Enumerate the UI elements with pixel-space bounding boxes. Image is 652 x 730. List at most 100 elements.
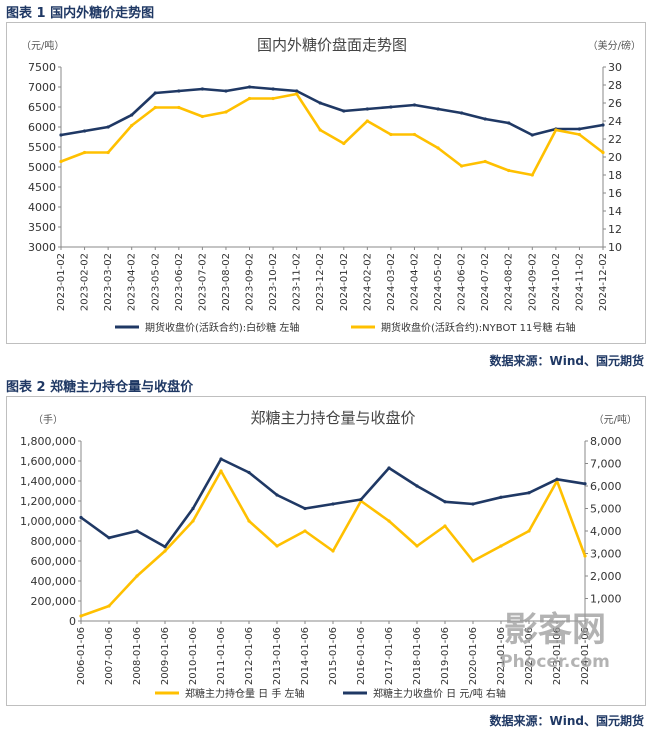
series-1-point	[224, 89, 228, 93]
y-right-tick-label: 28	[608, 79, 622, 92]
y-right-tick-label: 24	[608, 115, 622, 128]
chart-title: 郑糖主力持仓量与收盘价	[250, 409, 415, 427]
x-tick-label: 2006-01-06	[76, 627, 87, 685]
y-right-unit: （元/吨）	[594, 413, 637, 426]
x-tick-label: 2024-05-02	[433, 253, 444, 311]
series-2-point	[295, 92, 299, 96]
x-tick-label: 2024-01-02	[339, 253, 350, 311]
x-tick-label: 2023-08-02	[221, 253, 232, 311]
x-tick-label: 2022-01-06	[524, 627, 535, 685]
x-tick-label: 2017-01-06	[384, 627, 395, 685]
series-1-point	[365, 107, 369, 111]
y-right-tick-label: 12	[608, 223, 622, 236]
series-1-point	[387, 519, 391, 523]
series-1-point	[177, 89, 181, 93]
series-1-point	[247, 85, 252, 89]
x-tick-label: 2023-11-02	[292, 253, 303, 311]
series-1-point	[247, 519, 251, 523]
x-tick-label: 2008-01-06	[132, 627, 143, 685]
x-tick-label: 2009-01-06	[160, 627, 171, 685]
series-1-point	[443, 524, 447, 528]
chart-title: 国内外糖价盘面走势图	[257, 36, 407, 54]
x-tick-label: 2021-01-06	[496, 627, 507, 685]
series-1-point	[318, 101, 322, 105]
y-left-tick-label: 600,000	[31, 555, 77, 568]
series-1-point	[163, 549, 167, 553]
series-1-point	[219, 469, 223, 473]
series-line-1	[60, 85, 604, 137]
series-1-point	[389, 105, 393, 109]
series-1-point	[153, 91, 157, 95]
series-1-point	[106, 125, 110, 129]
series-1-point	[460, 111, 464, 115]
series-1-point	[82, 129, 87, 133]
series-2-point	[247, 96, 252, 101]
y-right-unit: （美分/磅）	[588, 39, 641, 52]
x-tick-label: 2024-09-02	[527, 253, 538, 311]
y-left-tick-label: 1,000,000	[20, 515, 76, 528]
y-right-tick-label: 26	[608, 97, 622, 110]
x-tick-label: 2024-01-06	[580, 627, 591, 685]
x-tick-label: 2024-04-02	[409, 253, 420, 311]
series-2-point	[331, 502, 335, 506]
y-left-tick-label: 4000	[28, 201, 56, 214]
x-tick-label: 2016-01-06	[356, 627, 367, 685]
y-left-tick-label: 5000	[28, 161, 56, 174]
series-2-point	[275, 493, 279, 497]
series-2-point	[554, 128, 558, 132]
y-left-tick-label: 7500	[28, 61, 56, 74]
series-1-point	[483, 117, 487, 121]
series-1-point	[412, 103, 417, 107]
series-2-point	[135, 529, 139, 533]
series-2-point	[577, 132, 582, 137]
x-tick-label: 2023-01-02	[56, 253, 67, 311]
series-2-point	[460, 164, 464, 168]
series-1-point	[527, 529, 531, 533]
x-tick-label: 2024-10-02	[551, 253, 562, 311]
series-2-point	[530, 173, 534, 177]
series-2-point	[471, 502, 475, 506]
watermark-site: Phocer.com	[500, 652, 610, 672]
y-right-tick-label: 14	[608, 205, 622, 218]
y-left-unit: （手）	[33, 413, 63, 426]
series-1-point	[499, 544, 503, 548]
x-tick-label: 2024-02-02	[362, 253, 373, 311]
x-tick-label: 2023-05-02	[150, 253, 161, 311]
watermark-logo: 影客网	[504, 610, 606, 650]
y-left-tick-label: 3000	[28, 241, 56, 254]
series-1-point	[135, 574, 139, 578]
series-2-point	[601, 150, 605, 155]
series-2-point	[412, 132, 417, 137]
series-line-2	[60, 92, 604, 177]
x-tick-label: 2023-12-02	[315, 253, 326, 311]
series-2-point	[163, 545, 167, 549]
series-1-point	[342, 109, 346, 113]
series-2-point	[177, 105, 181, 110]
y-right-tick-label: 10	[608, 241, 622, 254]
chart1-frame: 国内外糖价盘面走势图 （元/吨） （美分/磅） 3000 3500 4000 4500 500…	[6, 22, 646, 344]
x-tick-label: 2023-09-02	[245, 253, 256, 311]
series-2-point	[507, 168, 511, 173]
legend-label-1: 期货收盘价(活跃合约):白砂糖 左轴	[145, 321, 299, 334]
y-right-tick-label: 4,000	[590, 525, 622, 538]
figure1-source: 数据来源：Wind、国元期货	[489, 354, 644, 368]
series-2-point	[153, 105, 157, 110]
series-2-point	[387, 466, 391, 470]
series-2-point	[303, 506, 307, 511]
y-right-tick-label: 30	[608, 61, 622, 74]
legend-label-2: 郑糖主力收盘价 日 元/吨 右轴	[373, 687, 506, 700]
series-1-point	[601, 123, 605, 127]
x-tick-label: 2024-08-02	[504, 253, 515, 311]
series-2-point	[483, 159, 487, 164]
y-right-tick-label: 6,000	[590, 480, 622, 493]
series-1-point	[507, 121, 511, 125]
y-left-tick-label: 400,000	[31, 575, 77, 588]
x-tick-label: 2024-11-02	[574, 253, 585, 311]
y-right-tick-label: 3,000	[590, 548, 622, 561]
chart2-frame: 郑糖主力持仓量与收盘价 （手） （元/吨） 0 200,000 400,000 600,00…	[6, 396, 646, 706]
series-1-point	[303, 529, 307, 533]
series-1-point	[271, 87, 275, 91]
series-2-point	[389, 132, 393, 137]
y-right-tick-label: 8,000	[590, 435, 622, 448]
series-2-point	[365, 119, 369, 123]
